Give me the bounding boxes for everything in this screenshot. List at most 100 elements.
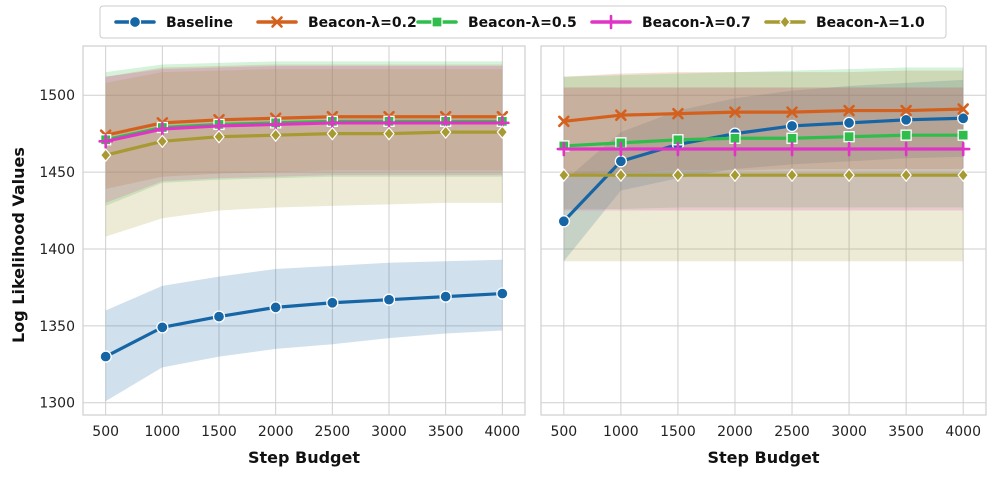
legend-item-beacon-0-7: Beacon-λ=0.7 <box>590 14 751 31</box>
point-beacon-0-2 <box>900 104 912 117</box>
line-beacon-0-2 <box>563 107 964 123</box>
grid-lines <box>83 46 525 415</box>
point-beacon-0-7 <box>727 141 743 157</box>
left-panel: 500 1000 1500 2000 2500 3000 3500 4000 1300 1350 1… <box>39 45 526 467</box>
legend: Baseline Beacon-λ=0.2 Beacon-λ=0.5 Beacon-λ… <box>99 5 947 39</box>
series-beacon-0-7 <box>556 141 971 157</box>
x-tick-label: 500 <box>550 424 577 440</box>
point-beacon-1-0 <box>439 125 452 140</box>
legend-label-baseline: Baseline <box>166 15 233 31</box>
x-tick-label: 1000 <box>603 424 639 440</box>
legend-label-beacon-0-2: Beacon-λ=0.2 <box>308 15 417 31</box>
point-beacon-1-0 <box>326 126 339 141</box>
point-beacon-0-7 <box>670 141 686 157</box>
x-tick-label: 2000 <box>258 424 294 440</box>
x-axis-title: Step Budget <box>248 448 360 467</box>
series-beacon-0-2 <box>558 103 969 128</box>
right-panel: 500 1000 1500 2000 2500 3000 3500 4000 Step Budg… <box>540 45 987 467</box>
point-beacon-0-7 <box>841 141 857 157</box>
point-beacon-1-0 <box>558 168 570 183</box>
point-beacon-0-2 <box>558 115 570 128</box>
x-tick-label: 3500 <box>888 424 924 440</box>
point-beacon-0-7 <box>98 134 113 149</box>
point-beacon-0-2 <box>729 106 741 118</box>
legend-item-baseline: Baseline <box>114 15 233 31</box>
point-beacon-0-2 <box>843 104 855 117</box>
line-baseline <box>562 116 964 223</box>
series-beacon-1-0 <box>558 168 969 183</box>
point-baseline <box>382 293 396 306</box>
point-baseline <box>439 290 452 303</box>
y-tick-label: 1450 <box>39 165 75 181</box>
point-beacon-0-2 <box>672 107 684 120</box>
legend-label-beacon-0-7: Beacon-λ=0.7 <box>642 15 751 31</box>
x-axis-title: Step Budget <box>707 448 819 467</box>
y-tick-label: 1500 <box>39 88 75 104</box>
band-beacon-0-2 <box>105 64 503 189</box>
legend-label-beacon-0-5: Beacon-λ=0.5 <box>468 15 577 31</box>
plot-frame <box>82 45 526 416</box>
y-tick-label: 1350 <box>39 319 75 335</box>
point-baseline <box>842 116 856 130</box>
point-beacon-0-5 <box>957 129 969 141</box>
point-beacon-1-0 <box>383 126 395 141</box>
point-beacon-0-7 <box>955 141 971 157</box>
point-baseline <box>156 321 169 334</box>
point-baseline <box>326 296 339 309</box>
x-tick-label: 1000 <box>145 424 181 440</box>
point-beacon-0-2 <box>957 103 969 115</box>
point-baseline <box>614 155 628 168</box>
point-baseline <box>212 310 226 323</box>
point-beacon-0-7 <box>155 121 170 137</box>
point-beacon-0-7 <box>613 141 629 157</box>
point-beacon-0-7 <box>556 141 572 157</box>
legend-label-beacon-1-0: Beacon-λ=1.0 <box>816 15 925 31</box>
point-beacon-1-0 <box>843 168 855 183</box>
x-tick-label: 500 <box>92 424 119 440</box>
band-beacon-1-0 <box>105 69 503 237</box>
point-beacon-1-0 <box>786 168 798 183</box>
point-baseline <box>99 350 112 363</box>
point-beacon-0-2 <box>615 109 627 121</box>
legend-marker-baseline <box>128 15 142 29</box>
point-baseline <box>785 119 799 133</box>
x-tick-label: 2500 <box>774 424 810 440</box>
point-beacon-1-0 <box>99 148 112 163</box>
series-beacon-1-0 <box>99 125 509 163</box>
point-beacon-1-0 <box>672 168 684 183</box>
band-baseline <box>105 259 503 402</box>
legend-marker-beacon-0-7 <box>603 14 619 30</box>
x-tick-label: 3000 <box>831 424 867 440</box>
point-beacon-0-5 <box>843 131 855 143</box>
point-beacon-0-5 <box>900 129 912 141</box>
line-baseline <box>104 291 503 358</box>
point-baseline <box>557 215 570 228</box>
band-baseline <box>563 79 964 262</box>
x-tick-label: 3500 <box>428 424 464 440</box>
legend-item-beacon-0-2: Beacon-λ=0.2 <box>256 15 417 31</box>
line-beacon-0-2 <box>105 115 503 137</box>
point-beacon-1-0 <box>496 125 509 140</box>
x-tick-label: 2000 <box>717 424 753 440</box>
point-beacon-0-2 <box>786 106 798 118</box>
point-beacon-1-0 <box>615 168 627 183</box>
x-tick-label: 1500 <box>660 424 696 440</box>
point-baseline <box>496 287 509 300</box>
legend-marker-beacon-0-2 <box>271 16 283 28</box>
line-beacon-0-5 <box>563 133 964 148</box>
point-baseline <box>269 301 282 314</box>
x-tick-label: 4000 <box>485 424 521 440</box>
point-beacon-1-0 <box>213 129 225 144</box>
point-beacon-0-7 <box>784 141 800 157</box>
y-tick-label: 1400 <box>39 242 75 258</box>
point-beacon-1-0 <box>156 134 169 149</box>
point-beacon-1-0 <box>957 168 969 183</box>
legend-marker-beacon-0-5 <box>431 16 443 28</box>
point-baseline <box>899 113 913 126</box>
point-beacon-1-0 <box>900 168 912 183</box>
point-beacon-1-0 <box>729 168 741 183</box>
point-beacon-0-7 <box>898 141 914 157</box>
legend-marker-beacon-1-0 <box>779 15 791 29</box>
plot-frame <box>540 45 987 416</box>
